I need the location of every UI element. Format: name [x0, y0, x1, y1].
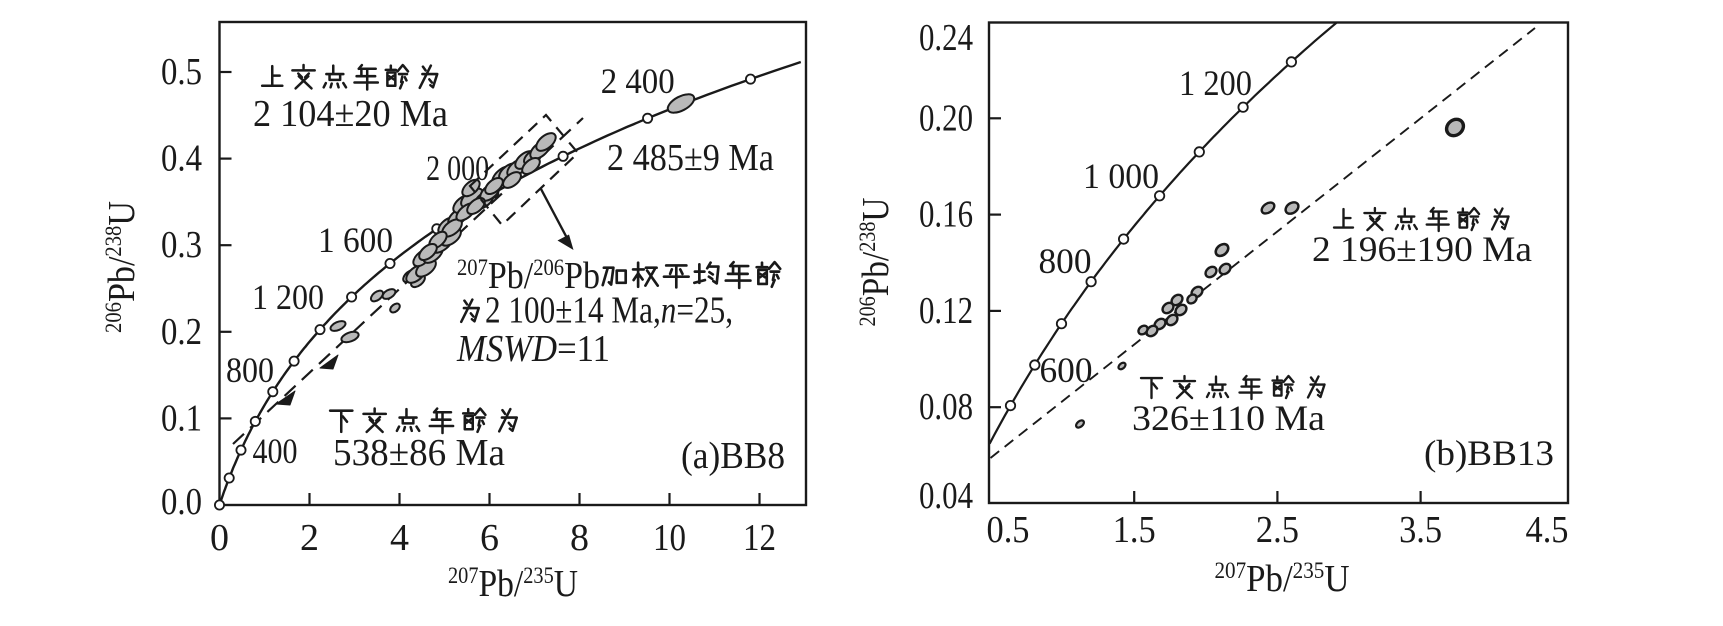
svg-text:326±110 Ma: 326±110 Ma — [1132, 398, 1325, 438]
svg-text:12: 12 — [743, 517, 776, 559]
svg-text:800: 800 — [226, 350, 274, 390]
svg-text:0.20: 0.20 — [919, 97, 973, 139]
svg-text:(b)BB13: (b)BB13 — [1424, 433, 1554, 473]
svg-text:0.08: 0.08 — [919, 386, 973, 428]
svg-text:1 000: 1 000 — [1083, 156, 1159, 196]
svg-text:207Pb/235U: 207Pb/235U — [1215, 558, 1350, 600]
svg-text:1.5: 1.5 — [1113, 509, 1156, 551]
svg-text:0.0: 0.0 — [161, 481, 202, 523]
svg-text:2: 2 — [300, 517, 319, 559]
svg-text:8: 8 — [570, 517, 589, 559]
svg-text:1 200: 1 200 — [1179, 63, 1252, 103]
svg-text:6: 6 — [480, 517, 499, 559]
svg-text:4.5: 4.5 — [1526, 509, 1569, 551]
svg-text:0.3: 0.3 — [161, 224, 202, 266]
svg-text:2 104±20 Ma: 2 104±20 Ma — [253, 93, 448, 135]
svg-text:2.5: 2.5 — [1256, 509, 1299, 551]
svg-text:3.5: 3.5 — [1399, 509, 1442, 551]
svg-text:0.1: 0.1 — [161, 397, 202, 439]
svg-text:MSWD=11: MSWD=11 — [456, 328, 610, 370]
svg-text:2 485±9 Ma: 2 485±9 Ma — [607, 137, 774, 179]
svg-text:538±86 Ma: 538±86 Ma — [333, 432, 505, 474]
svg-text:1 200: 1 200 — [252, 277, 324, 317]
svg-text:0.24: 0.24 — [919, 17, 973, 59]
svg-text:0.4: 0.4 — [161, 138, 202, 180]
svg-text:800: 800 — [1039, 241, 1092, 281]
svg-text:0.5: 0.5 — [987, 509, 1030, 551]
svg-text:0.04: 0.04 — [919, 475, 973, 517]
svg-text:0.2: 0.2 — [161, 311, 202, 353]
svg-text:10: 10 — [653, 517, 686, 559]
svg-text:0: 0 — [210, 517, 229, 559]
svg-text:206Pb/238U: 206Pb/238U — [855, 198, 897, 327]
svg-text:0.12: 0.12 — [919, 290, 973, 332]
svg-text:4: 4 — [390, 517, 409, 559]
svg-text:0.16: 0.16 — [919, 194, 973, 236]
svg-text:1 600: 1 600 — [318, 220, 393, 260]
svg-text:207Pb/235U: 207Pb/235U — [448, 563, 578, 605]
svg-text:400: 400 — [253, 431, 298, 471]
svg-text:(a)BB8: (a)BB8 — [681, 435, 785, 477]
svg-text:2 400: 2 400 — [601, 61, 675, 101]
svg-text:206Pb/238U: 206Pb/238U — [101, 201, 143, 333]
svg-text:2 100±14 Ma,n=25,: 2 100±14 Ma,n=25, — [485, 290, 733, 332]
svg-text:2 196±190 Ma: 2 196±190 Ma — [1312, 229, 1532, 269]
svg-text:600: 600 — [1040, 350, 1093, 390]
svg-text:207Pb/206Pb: 207Pb/206Pb — [457, 255, 600, 297]
svg-text:0.5: 0.5 — [161, 51, 202, 93]
